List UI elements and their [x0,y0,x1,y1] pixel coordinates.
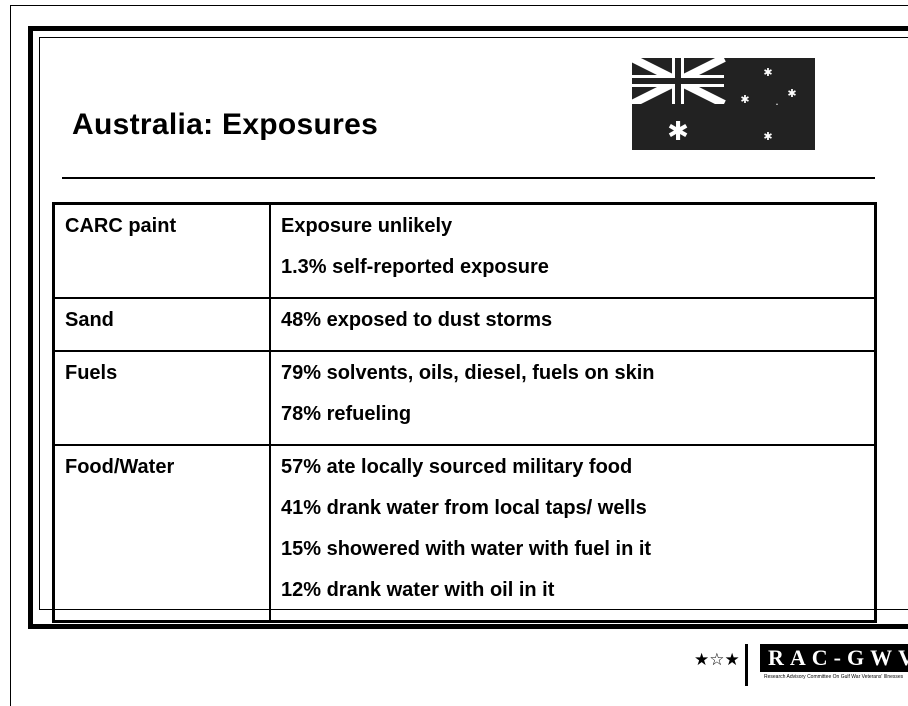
title: Australia: Exposures [72,108,379,141]
row-label-cell: Food/Water [52,444,271,623]
svg-text:✱: ✱ [667,117,689,147]
row-item: 57% ate locally sourced military food [281,456,633,478]
row-items-cell: 79% solvents, oils, diesel, fuels on ski… [269,350,877,446]
slide: Australia: Exposures ✱ ✱ ✱ ✱ ✱ · CARC paint E… [10,5,908,706]
svg-text:✱: ✱ [763,130,772,143]
svg-text:✱: ✱ [787,87,796,100]
row-label-cell: CARC paint [52,202,271,299]
row-label: Food/Water [65,456,175,478]
row-label-cell: Fuels [52,350,271,446]
row-label: CARC paint [65,215,177,237]
row-label: Sand [65,309,114,331]
row-item: Exposure unlikely [281,215,453,237]
exposure-table: CARC paint Exposure unlikely 1.3% self-rep… [52,202,877,623]
table-row: Sand 48% exposed to dust storms [52,297,877,352]
row-items-cell: 48% exposed to dust storms [269,297,877,352]
logo-bar [745,644,748,686]
table-row: CARC paint Exposure unlikely 1.3% self-rep… [52,202,877,299]
row-item: 79% solvents, oils, diesel, fuels on ski… [281,362,655,384]
row-items-cell: 57% ate locally sourced military food 41%… [269,444,877,623]
row-item: 41% drank water from local taps/ wells [281,497,647,519]
stars: ★☆★ [694,650,740,669]
outer-border [10,5,908,706]
row-item: 78% refueling [281,403,412,425]
row-label-cell: Sand [52,297,271,352]
logo: RAC-GWVI [760,644,908,672]
row-label: Fuels [65,362,118,384]
table-row: Fuels 79% solvents, oils, diesel, fuels o… [52,350,877,446]
row-item: 48% exposed to dust storms [281,309,553,331]
svg-text:✱: ✱ [763,66,772,79]
svg-text:·: · [775,98,779,111]
row-item: 12% drank water with oil in it [281,579,555,601]
svg-text:✱: ✱ [740,93,749,106]
rule [62,177,875,179]
flag: ✱ ✱ ✱ ✱ ✱ · [632,58,815,150]
row-items-cell: Exposure unlikely 1.3% self-reported expo… [269,202,877,299]
frame [28,26,908,629]
row-item: 15% showered with water with fuel in it [281,538,652,560]
logo-caption: Research Advisory Committee On Gulf War … [764,674,904,680]
table-row: Food/Water 57% ate locally sourced milita… [52,444,877,623]
row-item: 1.3% self-reported exposure [281,256,549,278]
